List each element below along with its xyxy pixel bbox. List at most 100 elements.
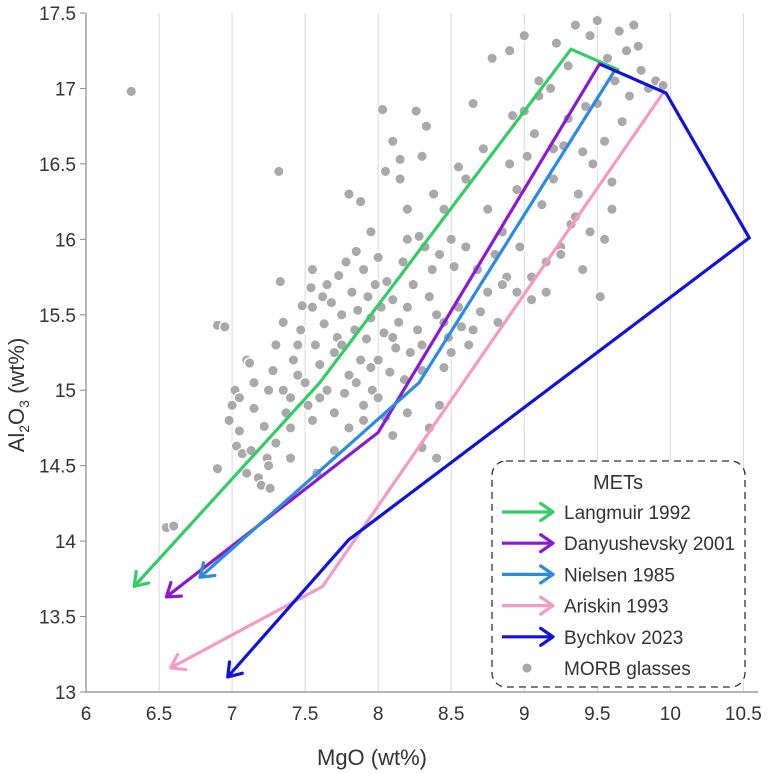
bychkov-2023-arrowhead bbox=[226, 660, 244, 679]
scatter-point bbox=[335, 308, 348, 321]
scatter-point bbox=[328, 346, 341, 359]
y-tick-label: 15.5 bbox=[39, 306, 76, 327]
scatter-point bbox=[357, 263, 370, 276]
scatter-point bbox=[291, 369, 304, 381]
scatter-point bbox=[343, 188, 355, 200]
scatter-point bbox=[392, 316, 405, 329]
y-tick-label: 16 bbox=[55, 230, 76, 251]
x-tick-label: 9 bbox=[519, 704, 530, 725]
scatter-point bbox=[576, 263, 589, 276]
y-tick-label: 14 bbox=[55, 532, 77, 553]
scatter-point bbox=[627, 19, 640, 31]
scatter-point bbox=[459, 241, 472, 253]
x-tick-label: 9.5 bbox=[584, 704, 610, 725]
legend-label-bychkov-2023: Bychkov 2023 bbox=[564, 628, 683, 649]
scatter-point bbox=[258, 420, 271, 433]
legend-arrowhead-bychkov-2023 bbox=[539, 626, 555, 647]
scatter-point bbox=[496, 278, 509, 291]
nielsen-1985-line-group bbox=[198, 69, 617, 579]
danyushevsky-2001-line bbox=[165, 61, 602, 599]
scatter-point bbox=[430, 308, 443, 321]
scatter-point bbox=[248, 376, 260, 389]
scatter-point bbox=[445, 233, 458, 246]
scatter-point bbox=[426, 263, 439, 276]
legend-label-ariskin-1993: Ariskin 1993 bbox=[564, 597, 669, 618]
scatter-point bbox=[635, 64, 647, 77]
scatter-point bbox=[277, 384, 290, 397]
scatter-point bbox=[576, 145, 589, 158]
scatter-point bbox=[340, 256, 352, 268]
scatter-point bbox=[328, 444, 341, 457]
scatter-point bbox=[379, 165, 392, 178]
scatter-point bbox=[474, 305, 487, 318]
scatter-point bbox=[218, 320, 231, 333]
scatter-point bbox=[230, 440, 243, 452]
scatter-point bbox=[572, 188, 585, 200]
scatter-point bbox=[325, 296, 338, 309]
x-tick-label: 7 bbox=[227, 704, 238, 725]
scatter-point bbox=[521, 150, 534, 163]
x-axis-title: MgO (wt%) bbox=[317, 745, 427, 770]
scatter-point bbox=[467, 97, 479, 110]
scatter-point bbox=[306, 414, 319, 427]
scatter-point bbox=[632, 40, 645, 53]
scatter-point bbox=[284, 422, 297, 434]
scatter-point bbox=[554, 248, 567, 261]
scatter-point bbox=[601, 52, 614, 65]
scatter-point bbox=[354, 195, 367, 208]
scatter-point bbox=[404, 346, 417, 359]
scatter-point bbox=[386, 293, 399, 306]
scatter-point bbox=[296, 299, 309, 312]
axes bbox=[80, 12, 758, 693]
y-tick-label: 17.5 bbox=[39, 4, 76, 25]
danyushevsky-2001-arrowhead bbox=[164, 581, 183, 599]
scatter-point bbox=[362, 290, 374, 303]
legend-arrowhead-nielsen-1985 bbox=[539, 564, 555, 585]
scatter-point bbox=[321, 278, 333, 291]
x-tick-label: 6 bbox=[81, 704, 92, 725]
ariskin-1993-line-group bbox=[169, 92, 665, 672]
ariskin-1993-arrowhead bbox=[169, 652, 188, 672]
scatter-point bbox=[606, 203, 618, 216]
x-tick-label: 10.5 bbox=[725, 704, 762, 725]
scatter-point bbox=[309, 339, 322, 351]
scatter-point bbox=[540, 286, 553, 298]
scatter-point bbox=[616, 115, 628, 128]
y-tick-label: 17 bbox=[55, 79, 76, 100]
scatter-point bbox=[384, 366, 396, 378]
scatter-point bbox=[365, 361, 377, 374]
scatter-point bbox=[291, 339, 304, 351]
legend: METs Langmuir 1992 Danyushevsky 2001 Niels… bbox=[491, 460, 746, 688]
scatter-point bbox=[338, 387, 351, 400]
scatter-point bbox=[623, 90, 636, 102]
scatter-point bbox=[332, 269, 345, 282]
scatter-point bbox=[284, 391, 297, 404]
scatter-point bbox=[328, 407, 341, 419]
scatter-point bbox=[613, 25, 626, 37]
legend-label-langmuir-1992: Langmuir 1992 bbox=[564, 503, 691, 524]
scatter-point bbox=[410, 105, 423, 117]
legend-arrowhead-danyushevsky-2001 bbox=[539, 533, 555, 554]
scatter-point bbox=[598, 135, 611, 148]
scatter-point bbox=[233, 425, 246, 437]
scatter-point bbox=[223, 414, 236, 427]
scatter-point bbox=[401, 407, 414, 419]
scatter-point bbox=[528, 127, 541, 140]
scatter-point bbox=[372, 354, 385, 366]
scatter-point bbox=[518, 29, 531, 42]
scatter-point bbox=[598, 233, 611, 246]
scatter-point bbox=[401, 301, 414, 314]
scatter-point bbox=[272, 165, 285, 178]
ariskin-1993-line bbox=[169, 92, 665, 670]
scatter-point bbox=[277, 316, 290, 329]
scatter-point bbox=[423, 290, 436, 303]
scatter-point bbox=[343, 369, 355, 381]
scatter-point bbox=[591, 14, 604, 27]
scatter-point bbox=[243, 357, 256, 369]
scatter-point bbox=[503, 158, 516, 170]
scatter-point bbox=[433, 399, 446, 412]
scatter-series bbox=[125, 14, 669, 534]
scatter-point bbox=[240, 467, 253, 480]
scatter-point bbox=[366, 384, 379, 397]
scatter-point bbox=[511, 183, 523, 196]
